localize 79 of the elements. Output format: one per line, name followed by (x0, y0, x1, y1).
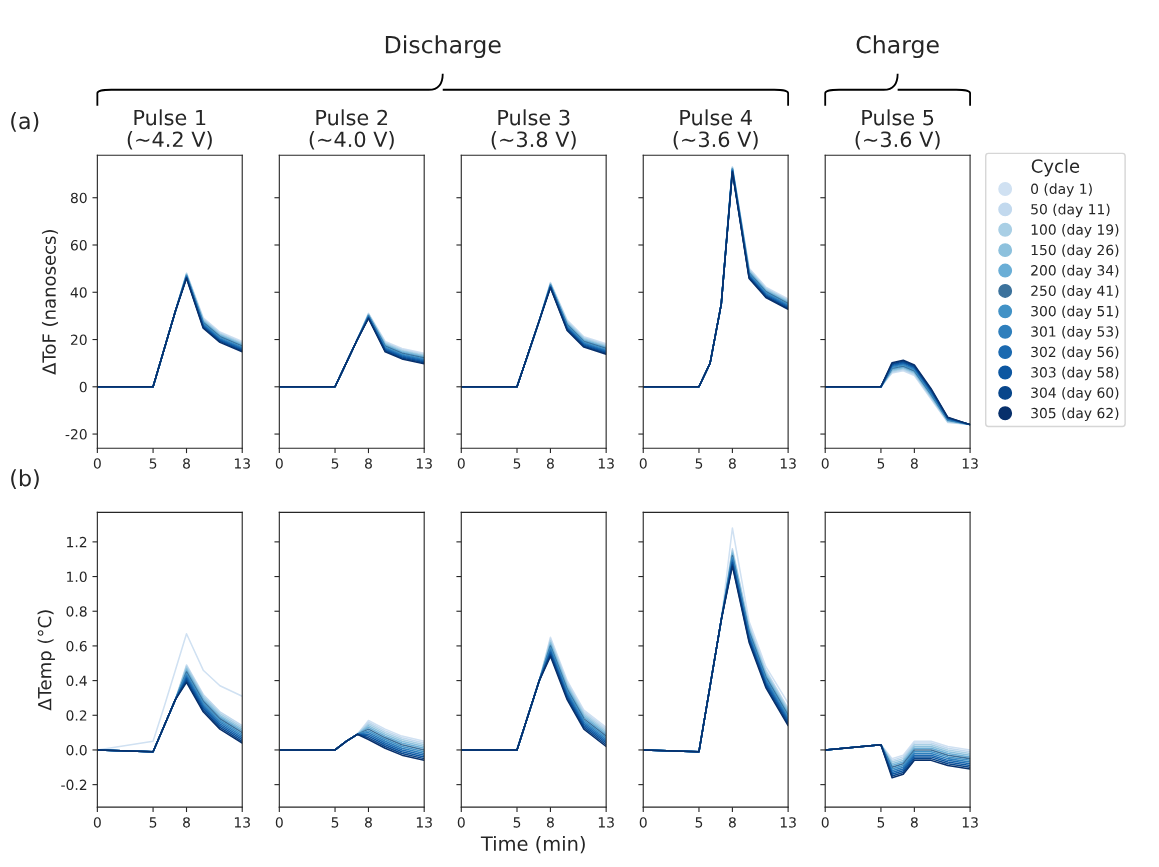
x-tick-label: 8 (910, 817, 918, 828)
x-tick-label: 0 (275, 817, 283, 828)
x-tick-label: 0 (821, 458, 829, 469)
legend-label: 303 (day 58) (1031, 366, 1119, 381)
x-tick-label: 13 (780, 458, 796, 469)
y-tick-label: -20 (65, 429, 87, 440)
legend-label: 304 (day 60) (1031, 387, 1119, 401)
x-tick-label: 5 (331, 458, 339, 469)
x-tick-label: 13 (416, 817, 432, 828)
text: (b) (11, 469, 39, 490)
x-tick-label: 5 (513, 458, 521, 469)
chart-title: Pulse 2 (~4.0 V) (309, 109, 394, 150)
text: Charge (856, 35, 939, 59)
y-tick-label: 0.4 (66, 675, 87, 687)
x-tick-label: 8 (546, 458, 554, 469)
chart-title: Pulse 5 (~3.6 V) (855, 109, 940, 150)
text: (a) (11, 112, 39, 132)
chart-title: Pulse 3 (~3.8 V) (491, 109, 576, 150)
x-tick-label: 0 (93, 817, 101, 828)
x-tick-label: 13 (234, 817, 250, 828)
text: Discharge (385, 35, 501, 59)
x-tick-label: 8 (183, 817, 190, 828)
y-tick-label: 1.0 (67, 571, 87, 583)
x-tick-label: 13 (780, 817, 796, 828)
y-tick-label: 0.8 (66, 606, 87, 617)
x-tick-label: 8 (728, 458, 736, 469)
x-tick-label: 13 (598, 458, 614, 469)
y-tick-label: 40 (70, 287, 87, 298)
x-axis-title: Time (min) (480, 835, 585, 854)
x-tick-label: 13 (416, 458, 432, 469)
legend-label: 301 (day 53) (1031, 326, 1119, 340)
x-tick-label: 8 (365, 458, 372, 469)
x-tick-label: 8 (546, 817, 554, 828)
x-tick-label: 13 (234, 458, 250, 469)
x-tick-label: 0 (457, 458, 465, 469)
y-tick-label: 1.2 (67, 536, 87, 548)
x-tick-label: 13 (962, 458, 978, 469)
x-tick-label: 8 (728, 817, 736, 828)
y-tick-label: 20 (70, 334, 87, 345)
legend-label: 200 (day 34) (1031, 264, 1119, 279)
x-tick-label: 5 (877, 458, 885, 469)
x-tick-label: 5 (695, 458, 703, 469)
x-tick-label: 13 (962, 817, 978, 828)
legend-label: 250 (day 41) (1031, 285, 1119, 299)
legend-label: 0 (day 1) (1031, 183, 1092, 197)
legend-label: 300 (day 51) (1031, 305, 1119, 320)
x-tick-label: 5 (695, 817, 703, 828)
y-axis-title: ΔToF (nanosecs) (41, 230, 59, 375)
x-tick-label: 0 (639, 458, 647, 469)
x-tick-label: 0 (457, 817, 465, 828)
x-tick-label: 13 (598, 817, 614, 828)
x-tick-label: 0 (821, 817, 829, 828)
x-tick-label: 0 (93, 458, 101, 469)
y-tick-label: 60 (70, 239, 87, 251)
y-tick-label: -0.2 (61, 779, 87, 791)
x-tick-label: 5 (877, 817, 885, 828)
legend-label: 305 (day 62) (1031, 407, 1119, 422)
legend-title: Cycle (1031, 158, 1080, 177)
x-tick-label: 8 (910, 458, 918, 469)
x-tick-label: 5 (513, 817, 521, 828)
chart-title: Pulse 4 (~3.6 V) (673, 109, 758, 150)
y-tick-label: 0.2 (66, 710, 87, 721)
x-tick-label: 5 (149, 458, 157, 469)
x-tick-label: 0 (275, 458, 283, 469)
y-tick-label: 0 (79, 381, 87, 393)
legend-label: 50 (day 11) (1031, 203, 1110, 218)
legend-label: 302 (day 56) (1031, 346, 1119, 360)
y-axis-title: ΔTemp (°C) (37, 610, 55, 711)
y-tick-label: 0.6 (66, 640, 87, 652)
x-tick-label: 0 (639, 817, 647, 828)
x-tick-label: 8 (365, 817, 372, 828)
y-tick-label: 80 (70, 192, 87, 204)
y-tick-label: 0.0 (66, 744, 87, 756)
x-tick-label: 5 (149, 817, 157, 828)
chart-title: Pulse 1 (~4.2 V) (127, 109, 212, 150)
x-tick-label: 5 (331, 817, 339, 828)
legend-label: 150 (day 26) (1031, 244, 1119, 258)
legend-label: 100 (day 19) (1031, 224, 1119, 238)
x-tick-label: 8 (183, 458, 190, 469)
